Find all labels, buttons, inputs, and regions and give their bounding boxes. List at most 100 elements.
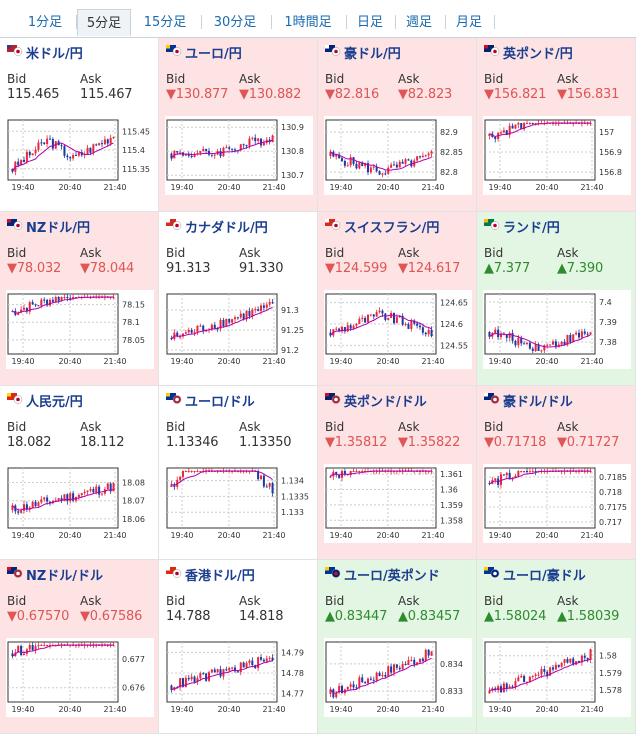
candle-body (202, 673, 205, 675)
tab-daily[interactable]: 日足 (356, 15, 383, 30)
x-tick-label: 21:40 (262, 183, 285, 192)
mini-chart[interactable]: 91.3 91.25 91.2 19:40 20:40 21:40 (165, 290, 313, 369)
candle-body (346, 686, 349, 690)
pair-title[interactable]: ユーロ/英ポンド (325, 564, 440, 584)
tab-5min[interactable]: 5分足 (77, 9, 131, 36)
mini-chart[interactable]: 78.15 78.1 78.05 19:40 20:40 21:40 (6, 290, 154, 369)
candle-body (572, 658, 575, 665)
rate-panel[interactable]: ユーロ/ドル Bid Ask 1.13346 1.13350 1.134 1.13… (159, 386, 318, 560)
candle-body (343, 471, 346, 474)
mini-chart[interactable]: 0.834 0.833 19:40 20:40 21:40 (324, 638, 472, 717)
candle-body (231, 148, 234, 150)
ask-value: ▼156.831 (557, 87, 620, 102)
pair-title[interactable]: ユーロ/ドル (166, 390, 255, 410)
y-tick-label: 0.718 (599, 488, 622, 497)
tab-30min[interactable]: 30分足 (213, 15, 257, 30)
pair-title[interactable]: 米ドル/円 (7, 42, 83, 62)
rate-panel[interactable]: 豪ドル/ドル Bid Ask ▼0.71718 ▼0.71727 0.7185 0… (477, 386, 636, 560)
pair-title[interactable]: ランド/円 (484, 216, 560, 236)
ask-value: ▼1.35822 (398, 435, 461, 450)
pair-title[interactable]: カナダドル/円 (166, 216, 268, 236)
mini-chart[interactable]: 157 156.9 156.8 19:40 20:40 21:40 (483, 116, 631, 195)
rate-panel[interactable]: ユーロ/豪ドル Bid Ask ▲1.58024 ▲1.58039 1.58 1.… (477, 560, 636, 734)
candle-body (572, 334, 575, 343)
tab-15min[interactable]: 15分足 (143, 15, 187, 30)
rate-panel[interactable]: カナダドル/円 Bid Ask 91.313 91.330 91.3 91.25 9… (159, 212, 318, 386)
mini-chart[interactable]: 18.08 18.07 18.06 19:40 20:40 21:40 (6, 464, 154, 543)
candle-body (404, 159, 407, 164)
y-tick-label: 82.8 (440, 168, 458, 177)
rate-panel[interactable]: 米ドル/円 Bid Ask 115.465 115.467 115.45 115.… (0, 38, 159, 212)
candle-body (106, 483, 109, 490)
chart-frame (7, 293, 119, 355)
candle-body (257, 657, 260, 669)
au-jp-flag-icon (325, 44, 344, 60)
candle-body (17, 161, 20, 166)
pair-title[interactable]: ユーロ/円 (166, 42, 242, 62)
candle-body (271, 135, 274, 142)
candle-body (25, 151, 28, 162)
rate-panel[interactable]: スイスフラン/円 Bid Ask ▼124.599 ▼124.617 124.6… (318, 212, 477, 386)
rate-panel[interactable]: 英ポンド/ドル Bid Ask ▼1.35812 ▼1.35822 1.361 1… (318, 386, 477, 560)
pair-title[interactable]: ユーロ/豪ドル (484, 564, 586, 584)
bid-value: 91.313 (166, 261, 211, 276)
candle-body (523, 471, 526, 472)
mini-chart[interactable]: 0.7185 0.718 0.7175 0.717 19:40 20:40 21:40 (483, 464, 631, 543)
rate-panel[interactable]: ユーロ/円 Bid Ask ▼130.877 ▼130.882 130.9 130… (159, 38, 318, 212)
tab-1hour[interactable]: 1時間足 (284, 15, 332, 30)
candle-body (262, 659, 265, 662)
candle-body (404, 324, 407, 326)
mini-chart[interactable]: 115.45 115.4 115.35 19:40 20:40 21:40 (6, 116, 154, 195)
pair-title[interactable]: NZドル/ドル (7, 564, 103, 584)
tab-1min[interactable]: 1分足 (27, 15, 63, 30)
pair-title[interactable]: 豪ドル/円 (325, 42, 401, 62)
tab-weekly[interactable]: 週足 (405, 15, 432, 30)
pair-title[interactable]: 英ポンド/円 (484, 42, 573, 62)
mini-chart[interactable]: 14.79 14.78 14.77 19:40 20:40 21:40 (165, 638, 313, 717)
candle-body (268, 302, 271, 305)
rate-panel[interactable]: ランド/円 Bid Ask ▲7.377 ▲7.390 7.4 7.39 7.38 1… (477, 212, 636, 386)
rate-panel[interactable]: ユーロ/英ポンド Bid Ask ▲0.83447 ▲0.83457 0.834… (318, 560, 477, 734)
candle-body (358, 162, 361, 169)
mini-chart[interactable]: 7.4 7.39 7.38 19:40 20:40 21:40 (483, 290, 631, 369)
pair-title[interactable]: 英ポンド/ドル (325, 390, 427, 410)
rate-panel[interactable]: NZドル/円 Bid Ask ▼78.032 ▼78.044 78.15 78.1… (0, 212, 159, 386)
x-tick-label: 19:40 (170, 705, 193, 714)
mini-chart[interactable]: 1.361 1.36 1.359 1.358 19:40 20:40 21:40 (324, 464, 472, 543)
candle-body (335, 328, 338, 330)
nz-us-flag-icon (7, 566, 26, 582)
tab-monthly[interactable]: 月足 (455, 15, 482, 30)
rate-panel[interactable]: 豪ドル/円 Bid Ask ▼82.816 ▼82.823 82.9 82.85 8… (318, 38, 477, 212)
y-tick-label: 7.4 (599, 298, 612, 307)
pair-title[interactable]: 豪ドル/ドル (484, 390, 573, 410)
mini-chart[interactable]: 0.677 0.676 19:40 20:40 21:40 (6, 638, 154, 717)
mini-chart[interactable]: 1.134 1.1335 1.133 19:40 20:40 21:40 (165, 464, 313, 543)
mini-chart[interactable]: 82.9 82.85 82.8 19:40 20:40 21:40 (324, 116, 472, 195)
pair-title[interactable]: スイスフラン/円 (325, 216, 439, 236)
chart-frame (7, 467, 119, 529)
candle-body (355, 323, 358, 326)
candle-body (63, 494, 66, 501)
candle-body (366, 314, 370, 323)
candle-body (549, 344, 552, 346)
candle-body (569, 334, 572, 343)
candle-body (265, 658, 268, 662)
rate-panel[interactable]: 香港ドル/円 Bid Ask 14.788 14.818 14.79 14.78 1… (159, 560, 318, 734)
x-tick-label: 20:40 (535, 705, 558, 714)
pair-title[interactable]: 香港ドル/円 (166, 564, 255, 584)
pair-name: NZドル/ドル (26, 568, 104, 584)
candle-body (421, 155, 424, 158)
candle-body (22, 653, 26, 656)
rate-panel[interactable]: NZドル/ドル Bid Ask ▼0.67570 ▼0.67586 0.677 0… (0, 560, 159, 734)
mini-chart[interactable]: 130.9 130.8 130.7 19:40 20:40 21:40 (165, 116, 313, 195)
mini-chart[interactable]: 124.65 124.6 124.55 19:40 20:40 21:40 (324, 290, 472, 369)
rate-panel[interactable]: 人民元/円 Bid Ask 18.082 18.112 18.08 18.07 18… (0, 386, 159, 560)
rate-panel[interactable]: 英ポンド/円 Bid Ask ▼156.821 ▼156.831 157 156.… (477, 38, 636, 212)
y-tick-label: 78.1 (122, 318, 140, 327)
candle-body (193, 331, 196, 333)
pair-title[interactable]: NZドル/円 (7, 216, 90, 236)
pair-title[interactable]: 人民元/円 (7, 390, 83, 410)
mini-chart[interactable]: 1.58 1.579 1.578 19:40 20:40 21:40 (483, 638, 631, 717)
candle-body (528, 342, 531, 349)
ask-value: ▼78.044 (80, 261, 135, 276)
